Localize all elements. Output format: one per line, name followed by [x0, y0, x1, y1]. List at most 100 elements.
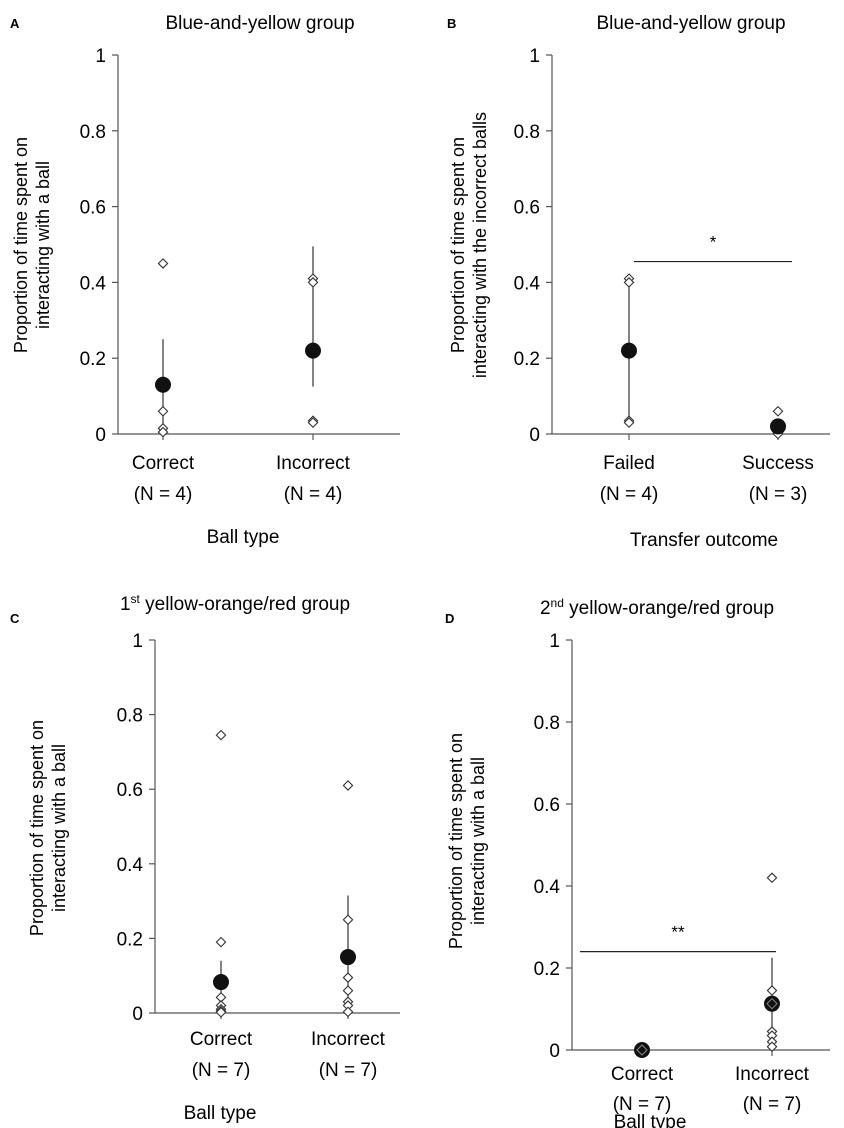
- y-tick-label: 0.8: [514, 122, 540, 143]
- x-tick-label: Correct: [611, 1064, 674, 1085]
- x-tick-label: Success: [742, 453, 814, 474]
- panel-letter: A: [10, 16, 20, 31]
- chart-title: Blue-and-yellow group: [165, 13, 354, 34]
- y-tick-label: 0.6: [514, 198, 540, 219]
- significance-marker: **: [671, 923, 685, 942]
- panel-letter: C: [10, 611, 20, 626]
- data-point: [157, 426, 169, 438]
- category-correct: Correct (N = 7): [190, 729, 253, 1081]
- y-tick-label: 0.6: [534, 795, 560, 816]
- y-tick-label: 0: [529, 425, 540, 446]
- y-tick-label: 1: [529, 46, 540, 67]
- y-tick-label: 0.8: [117, 706, 143, 727]
- x-tick-label: Correct: [132, 453, 195, 474]
- data-point: [766, 1041, 778, 1053]
- mean-marker: [213, 974, 229, 991]
- y-tick-label: 0.6: [117, 780, 143, 801]
- data-point: [215, 1006, 227, 1018]
- category-correct: Correct (N = 4): [132, 258, 195, 505]
- y-axis-label: Proportion of time spent on interacting w…: [446, 733, 488, 949]
- y-tick-label: 0.6: [80, 198, 106, 219]
- x-tick-label: Failed: [603, 453, 655, 474]
- y-tick-label: 0.4: [514, 273, 541, 294]
- y-tick-label: 0.2: [514, 349, 540, 370]
- category-success: Success (N = 3): [742, 405, 814, 505]
- x-axis-label: Ball type: [184, 1103, 257, 1124]
- mean-marker: [340, 949, 356, 966]
- y-tick-label: 0.4: [117, 855, 144, 876]
- sample-size-label: (N = 4): [284, 484, 343, 505]
- y-tick-label: 0.2: [534, 959, 560, 980]
- chart-title: 1st yellow-orange/red group: [120, 592, 350, 615]
- sample-size-label: (N = 7): [319, 1060, 378, 1081]
- y-tick-label: 0.2: [80, 349, 106, 370]
- y-tick-label: 0.4: [80, 273, 107, 294]
- y-tick-label: 0.8: [80, 122, 106, 143]
- y-axis-label: Proportion of time spent on interacting w…: [448, 112, 490, 378]
- data-point: [772, 405, 784, 417]
- y-tick-label: 1: [95, 46, 106, 67]
- chart-title: 2nd yellow-orange/red group: [540, 596, 774, 619]
- data-point: [342, 1006, 354, 1018]
- sample-size-label: (N = 7): [743, 1094, 802, 1115]
- data-point: [623, 277, 635, 288]
- data-point: [342, 780, 354, 791]
- panel-letter: B: [447, 16, 456, 31]
- panel-d: D 2nd yellow-orange/red group 0 0.2 0.4 0.6 0.…: [445, 596, 830, 1128]
- sample-size-label: (N = 7): [613, 1094, 672, 1115]
- data-point: [307, 277, 319, 288]
- data-point: [766, 997, 778, 1010]
- x-tick-label: Incorrect: [276, 453, 351, 474]
- data-point: [623, 417, 635, 429]
- data-point: [766, 872, 778, 884]
- panel-c: C 1st yellow-orange/red group 0 0.2 0.4 0.6 0.…: [10, 592, 400, 1124]
- category-incorrect: Incorrect (N = 7): [311, 780, 386, 1081]
- x-tick-label: Incorrect: [735, 1064, 810, 1085]
- y-tick-label: 0.2: [117, 929, 143, 950]
- data-point: [215, 936, 227, 948]
- data-point: [157, 258, 169, 269]
- category-incorrect: Incorrect (N = 7): [735, 872, 810, 1115]
- x-tick-label: Incorrect: [311, 1029, 386, 1050]
- data-point: [342, 972, 354, 983]
- y-tick-label: 0.8: [534, 713, 560, 734]
- data-point: [215, 729, 227, 741]
- x-tick-label: Correct: [190, 1029, 253, 1050]
- mean-marker: [621, 342, 637, 359]
- category-failed: Failed (N = 4): [600, 273, 659, 505]
- panel-a: A Blue-and-yellow group 0 0.2 0.4 0.6 0.8 1 Prop…: [10, 13, 400, 548]
- panel-b: B Blue-and-yellow group 0 0.2 0.4 0.6 0.8 1 Prop…: [447, 13, 830, 551]
- mean-marker: [305, 342, 321, 359]
- mean-marker: [155, 376, 171, 393]
- category-correct: Correct (N = 7): [611, 1042, 674, 1115]
- mean-marker: [770, 418, 786, 435]
- sample-size-label: (N = 4): [600, 484, 659, 505]
- y-axis-label: Proportion of time spent on interacting w…: [11, 137, 53, 353]
- y-tick-label: 0.4: [534, 877, 561, 898]
- x-axis-label: Ball type: [614, 1112, 687, 1128]
- y-tick-label: 0: [549, 1041, 560, 1062]
- chart-title: Blue-and-yellow group: [596, 13, 785, 34]
- mean-marker: [634, 1042, 650, 1058]
- y-tick-label: 1: [132, 631, 143, 652]
- sample-size-label: (N = 7): [192, 1060, 251, 1081]
- panel-letter: D: [445, 611, 454, 626]
- data-point: [342, 914, 354, 926]
- x-axis-label: Transfer outcome: [630, 530, 778, 551]
- data-point: [307, 417, 319, 429]
- y-tick-label: 0: [95, 425, 106, 446]
- data-point: [157, 405, 169, 417]
- y-axis-label: Proportion of time spent on interacting w…: [27, 720, 69, 936]
- mean-marker: [764, 995, 780, 1012]
- sample-size-label: (N = 4): [134, 484, 193, 505]
- sample-size-label: (N = 3): [749, 484, 808, 505]
- y-tick-label: 0: [132, 1004, 143, 1025]
- category-incorrect: Incorrect (N = 4): [276, 246, 351, 505]
- x-axis-label: Ball type: [207, 527, 280, 548]
- y-tick-label: 1: [549, 631, 560, 652]
- significance-marker: *: [710, 233, 717, 252]
- data-point: [342, 985, 354, 996]
- data-point: [636, 1044, 648, 1056]
- data-point: [766, 985, 778, 996]
